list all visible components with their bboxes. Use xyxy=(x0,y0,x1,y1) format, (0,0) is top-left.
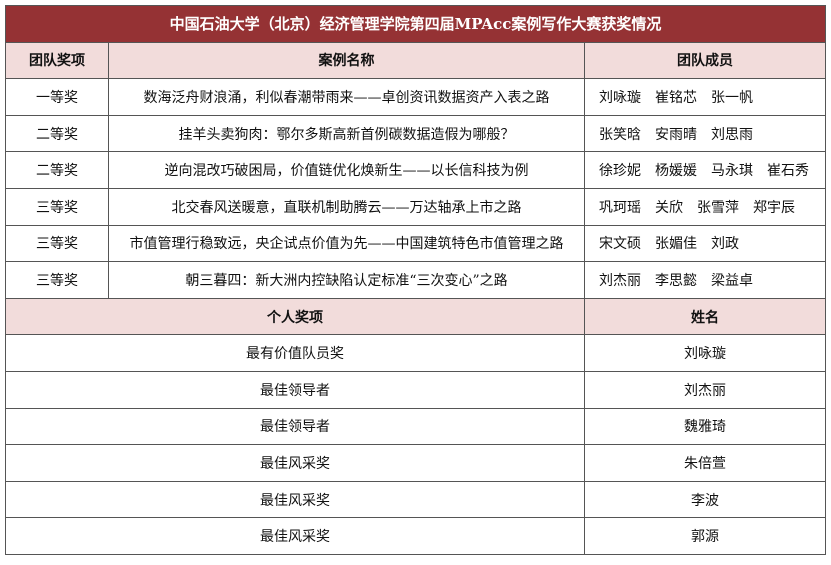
winner-name: 郭源 xyxy=(584,517,826,555)
awards-table: 中国石油大学（北京）经济管理学院第四届MPAcc案例写作大赛获奖情况 团队奖项 … xyxy=(5,5,826,555)
case-name: 数海泛舟财浪涌，利似春潮带雨来——卓创资讯数据资产入表之路 xyxy=(108,78,585,116)
case-name: 北交春风送暖意，直联机制助腾云——万达轴承上市之路 xyxy=(108,187,585,226)
case-name: 挂羊头卖狗肉：鄂尔多斯高新首例碳数据造假为哪般？ xyxy=(108,114,585,153)
header-team-award: 团队奖项 xyxy=(5,41,109,80)
team-award: 三等奖 xyxy=(5,224,109,263)
team-award: 三等奖 xyxy=(5,187,109,226)
team-award: 一等奖 xyxy=(5,78,109,116)
individual-header-row: 个人奖项 姓名 xyxy=(5,297,826,336)
individual-award: 最佳领导者 xyxy=(5,370,585,409)
individual-row: 最佳领导者 刘杰丽 xyxy=(5,370,826,409)
individual-row: 最佳风采奖 李波 xyxy=(5,480,826,519)
member-name: 张一帆 xyxy=(711,89,753,106)
winner-name: 李波 xyxy=(584,480,826,519)
team-members: 刘杰丽 李思懿 梁益卓 xyxy=(584,261,826,299)
individual-row: 最佳风采奖 郭源 xyxy=(5,517,826,555)
member-name: 崔石秀 xyxy=(767,163,809,180)
member-name: 梁益卓 xyxy=(711,272,753,289)
team-members: 巩珂瑶 关欣 张雪萍 郑宇辰 xyxy=(584,187,826,226)
member-name: 刘咏璇 xyxy=(599,89,641,106)
member-name: 张雪萍 xyxy=(697,199,739,216)
member-name: 张笑晗 xyxy=(599,126,641,143)
header-name: 姓名 xyxy=(584,297,826,336)
winner-name: 刘咏璇 xyxy=(584,334,826,372)
team-members: 徐珍妮 杨媛媛 马永琪 崔石秀 xyxy=(584,151,826,189)
table-title: 中国石油大学（北京）经济管理学院第四届MPAcc案例写作大赛获奖情况 xyxy=(5,5,826,43)
header-case-name: 案例名称 xyxy=(108,41,585,80)
individual-row: 最有价值队员奖 刘咏璇 xyxy=(5,334,826,372)
individual-award: 最佳风采奖 xyxy=(5,444,585,482)
individual-row: 最佳风采奖 朱倍萱 xyxy=(5,444,826,482)
team-members: 张笑晗 安雨晴 刘思雨 xyxy=(584,114,826,153)
member-name: 马永琪 xyxy=(711,163,753,180)
member-name: 刘思雨 xyxy=(711,126,753,143)
member-name: 宋文硕 xyxy=(599,236,641,253)
team-members: 宋文硕 张媚佳 刘政 xyxy=(584,224,826,263)
member-name: 李思懿 xyxy=(655,272,697,289)
case-name: 逆向混改巧破困局，价值链优化焕新生——以长信科技为例 xyxy=(108,151,585,189)
team-award: 三等奖 xyxy=(5,261,109,299)
team-row: 三等奖 北交春风送暖意，直联机制助腾云——万达轴承上市之路 巩珂瑶 关欣 张雪萍 郑宇辰 xyxy=(5,187,826,226)
member-name: 崔铭芯 xyxy=(655,89,697,106)
team-row: 三等奖 市值管理行稳致远，央企试点价值为先——中国建筑特色市值管理之路 宋文硕 张媚佳… xyxy=(5,224,826,263)
team-row: 三等奖 朝三暮四：新大洲内控缺陷认定标准“三次变心”之路 刘杰丽 李思懿 梁益卓 xyxy=(5,261,826,299)
member-name: 郑宇辰 xyxy=(753,199,795,216)
member-name: 关欣 xyxy=(655,199,683,216)
member-name: 徐珍妮 xyxy=(599,163,641,180)
team-members: 刘咏璇 崔铭芯 张一帆 xyxy=(584,78,826,116)
individual-award: 最佳风采奖 xyxy=(5,480,585,519)
header-team-members: 团队成员 xyxy=(584,41,826,80)
case-name: 市值管理行稳致远，央企试点价值为先——中国建筑特色市值管理之路 xyxy=(108,224,585,263)
team-row: 二等奖 挂羊头卖狗肉：鄂尔多斯高新首例碳数据造假为哪般？ 张笑晗 安雨晴 刘思雨 xyxy=(5,114,826,153)
team-row: 二等奖 逆向混改巧破困局，价值链优化焕新生——以长信科技为例 徐珍妮 杨媛媛 马永琪 崔石… xyxy=(5,151,826,189)
team-award: 二等奖 xyxy=(5,114,109,153)
member-name: 刘政 xyxy=(711,236,739,253)
member-name: 巩珂瑶 xyxy=(599,199,641,216)
member-name: 张媚佳 xyxy=(655,236,697,253)
individual-award: 最佳风采奖 xyxy=(5,517,585,555)
individual-award: 最有价值队员奖 xyxy=(5,334,585,372)
case-name: 朝三暮四：新大洲内控缺陷认定标准“三次变心”之路 xyxy=(108,261,585,299)
member-name: 刘杰丽 xyxy=(599,272,641,289)
member-name: 杨媛媛 xyxy=(655,163,697,180)
winner-name: 魏雅琦 xyxy=(584,407,826,446)
winner-name: 刘杰丽 xyxy=(584,370,826,409)
team-row: 一等奖 数海泛舟财浪涌，利似春潮带雨来——卓创资讯数据资产入表之路 刘咏璇 崔铭芯 张一… xyxy=(5,78,826,116)
team-award: 二等奖 xyxy=(5,151,109,189)
member-name: 安雨晴 xyxy=(655,126,697,143)
header-individual-award: 个人奖项 xyxy=(5,297,585,336)
winner-name: 朱倍萱 xyxy=(584,444,826,482)
individual-row: 最佳领导者 魏雅琦 xyxy=(5,407,826,446)
individual-award: 最佳领导者 xyxy=(5,407,585,446)
